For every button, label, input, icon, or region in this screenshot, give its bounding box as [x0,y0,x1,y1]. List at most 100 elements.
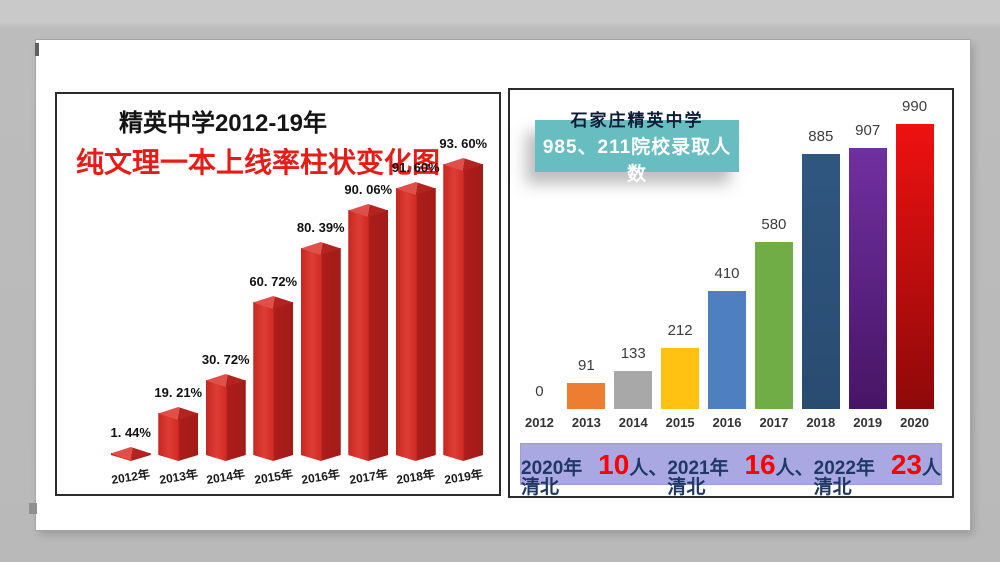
left-bar-group: 60. 72% 2015年 [249,136,298,490]
bar-value-label: 90. 06% [344,182,393,197]
bar-value-label: 80. 39% [296,220,345,235]
bar-top-face [205,374,246,387]
bar-2018年 [395,182,436,461]
bar-value-label: 885 [808,128,834,145]
bar-2019 [848,148,887,409]
x-axis-label: 2014年 [205,467,247,487]
bar-front-face [158,413,198,461]
bar-2013年 [158,407,199,461]
bar-front-face [206,380,246,461]
right-chart: 石家庄精英中学 985、211院校录取人数 0 2012 91 2013 133 2014… [508,88,954,498]
right-plot: 0 2012 91 2013 133 2014 212 2015 410 2016 580 2017 8… [516,97,938,437]
bar-front-face [301,248,341,461]
x-axis-label: 2017年 [348,467,389,487]
right-bar-group: 885 2018 [797,97,844,437]
x-axis-label: 2012年 [110,467,152,487]
bar-value-label: 19. 21% [154,385,203,400]
right-bar-group: 133 2014 [610,97,657,437]
bar-value-label: 580 [761,216,787,233]
bar-front-face [443,164,483,461]
banner-segment: 2022年清北 [813,458,875,498]
banner-segment: 人、 [629,458,668,479]
right-chart-header-line2: 985、211院校录取人数 [542,137,732,185]
x-axis-label: 2018年 [395,467,437,487]
bar-top-face [300,242,341,255]
right-chart-header: 石家庄精英中学 985、211院校录取人数 [535,111,739,185]
x-axis-label: 2012 [524,415,554,430]
left-bar-group: 19. 21% 2013年 [154,136,203,490]
bar-2014 [614,371,653,409]
bar-2018 [801,154,840,409]
x-axis-label: 2019年 [443,467,484,487]
banner-segment: 10 [598,449,630,480]
bar-2012年 [110,447,151,461]
bar-2015年 [253,296,294,461]
right-bar-group: 212 2015 [657,97,704,437]
x-axis-label: 2014 [618,415,648,430]
bar-value-label: 0 [535,383,544,400]
bar-value-label: 410 [714,265,740,282]
right-bar-group: 0 2012 [516,97,563,437]
banner-segment: 16 [744,449,776,480]
x-axis-label: 2015年 [253,467,294,487]
bar-top-face [158,407,199,420]
bar-value-label: 30. 72% [201,352,250,367]
x-axis-label: 2013 [571,415,601,430]
right-chart-header-line1: 石家庄精英中学 [570,111,704,130]
bar-value-label: 91. 60% [391,160,440,175]
bar-2017年 [348,204,389,461]
banner-segment: 人、 [775,458,814,479]
left-bar-group: 1. 44% 2012年 [107,136,155,490]
bar-value-label: 990 [902,98,928,115]
bar-value-label: 93. 60% [439,136,488,151]
bar-front-face [348,210,388,461]
left-bar-group: 93. 60% 2019年 [439,136,488,490]
x-axis-label: 2017 [759,415,789,430]
bar-2019年 [443,158,484,461]
x-axis-label: 2013年 [158,467,199,487]
right-bar-group: 907 2019 [844,97,891,437]
bar-value-label: 1. 44% [110,425,151,440]
bar-front-face [253,302,293,461]
bar-top-face [443,158,484,171]
bar-2013 [567,383,606,409]
banner-segment: 23 [890,449,922,480]
banner-segment: 2020年清北 [521,458,583,498]
bar-value-label: 907 [855,122,881,139]
bar-2015 [661,348,700,409]
left-chart-subtitle: 纯文理一本上线率柱状变化图 [75,147,440,178]
bar-top-face [253,296,294,309]
left-bar-group: 90. 06% 2017年 [344,136,393,490]
bar-value-label: 91 [577,357,595,374]
x-axis-label: 2016 [712,415,742,430]
bar-2017 [754,242,793,409]
left-bar-group: 91. 60% 2018年 [392,136,440,490]
bar-2020 [895,124,934,409]
bar-2016 [708,291,746,409]
slide: 精英中学2012-19年 纯文理一本上线率柱状变化图 1. 44% 2012年 19… [29,40,970,530]
right-bar-group: 410 2016 [704,97,751,437]
slide-edge-artifact [35,43,39,56]
footer-banner: 2020年清北 10 人、 2021年清北 16 人、 2022年清北 23 人 [520,443,942,497]
bar-2014年 [205,374,246,461]
x-axis-label: 2019 [853,415,883,430]
left-chart: 精英中学2012-19年 纯文理一本上线率柱状变化图 1. 44% 2012年 19… [55,92,501,496]
x-axis-label: 2016年 [300,467,342,487]
banner-segment: 2021年清北 [667,458,729,498]
right-bar-group: 990 2020 [891,97,938,437]
bar-top-face [348,204,389,217]
bar-value-label: 212 [667,322,693,339]
bar-value-label: 60. 72% [249,274,298,289]
bar-2016年 [300,242,341,461]
bar-front-face [396,188,436,461]
x-axis-label: 2018 [806,415,836,430]
left-plot: 1. 44% 2012年 19. 21% 2013年 30. 72% 2014年 60. 7… [107,136,488,490]
slide-edge-artifact [29,503,37,514]
x-axis-label: 2015 [665,415,695,430]
right-bar-group: 580 2017 [750,97,797,437]
bar-top-face [395,182,436,195]
right-bar-group: 91 2013 [563,97,610,437]
x-axis-label: 2020 [900,415,930,430]
bar-value-label: 133 [620,345,646,362]
